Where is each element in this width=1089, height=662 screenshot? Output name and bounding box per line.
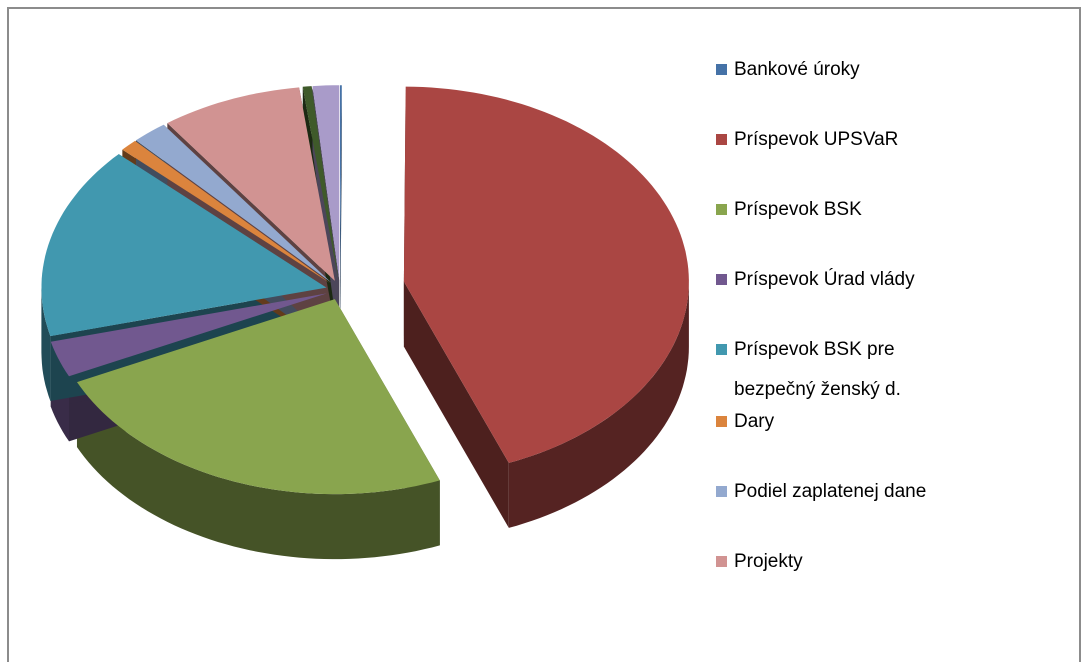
slice bbox=[167, 87, 335, 281]
slice bbox=[122, 140, 331, 284]
legend-swatch bbox=[716, 344, 727, 355]
pie-tops bbox=[41, 85, 689, 495]
legend-swatch bbox=[716, 204, 727, 215]
legend-swatch bbox=[716, 134, 727, 145]
legend-entry: Príspevok UPSVaR bbox=[716, 120, 946, 160]
legend-entry: Dary bbox=[716, 402, 946, 442]
slice-rim bbox=[508, 281, 689, 528]
slice-wall bbox=[340, 85, 342, 346]
slice bbox=[340, 85, 342, 281]
legend-label: Bankové úroky bbox=[734, 59, 860, 80]
legend-swatch bbox=[716, 416, 727, 427]
legend-label: Projekty bbox=[734, 551, 803, 572]
slice-rim bbox=[41, 287, 51, 402]
legend-label: Príspevok UPSVaR bbox=[734, 129, 899, 150]
slice-wall bbox=[403, 281, 509, 528]
legend-swatch bbox=[716, 274, 727, 285]
slice bbox=[50, 293, 327, 377]
legend-swatch bbox=[716, 64, 727, 75]
legend-label: Príspevok BSK bbox=[734, 199, 862, 220]
slice-rim bbox=[77, 382, 440, 560]
slice bbox=[136, 124, 332, 283]
slice bbox=[77, 299, 440, 495]
legend-label: Podiel zaplatenej dane bbox=[734, 481, 927, 502]
slice bbox=[41, 154, 327, 337]
slice bbox=[312, 85, 340, 281]
slice bbox=[302, 86, 339, 281]
legend-swatch bbox=[716, 486, 727, 497]
legend-entry: Podiel zaplatenej dane bbox=[716, 472, 946, 512]
legend-label: Príspevok Úrad vlády bbox=[734, 269, 915, 290]
legend-label: Príspevok BSK pre bezpečný ženský d. bbox=[734, 339, 901, 400]
legend-entry: Bankové úroky bbox=[716, 50, 946, 90]
legend-entry: Projekty bbox=[716, 542, 946, 582]
legend-entry: Príspevok BSK bbox=[716, 190, 946, 230]
legend-swatch bbox=[716, 556, 727, 567]
legend-entry: Príspevok BSK pre bezpečný ženský d. bbox=[716, 330, 946, 410]
legend-entry: Príspevok Úrad vlády bbox=[716, 260, 946, 300]
legend-label: Dary bbox=[734, 411, 775, 432]
slice bbox=[403, 86, 689, 463]
